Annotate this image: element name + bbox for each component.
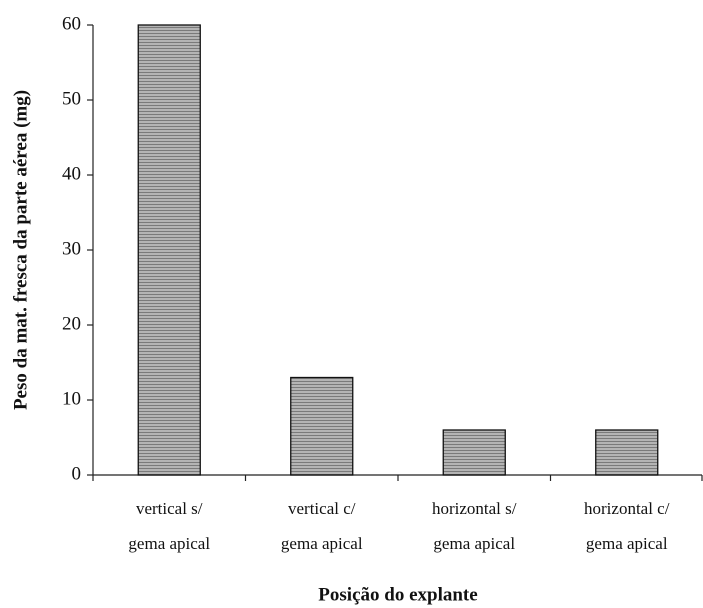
x-tick-label: vertical s/ <box>136 499 203 518</box>
x-tick-label: horizontal c/ <box>584 499 670 518</box>
x-tick-label: gema apical <box>128 534 210 553</box>
y-tick-label: 50 <box>62 88 81 109</box>
bar <box>442 429 506 476</box>
x-tick-label: gema apical <box>281 534 363 553</box>
bar <box>290 376 354 476</box>
x-axis-label: Posição do explante <box>318 584 477 605</box>
y-tick-label: 60 <box>62 13 81 34</box>
x-tick-label: gema apical <box>433 534 515 553</box>
y-tick-label: 30 <box>62 238 81 259</box>
bar <box>137 24 201 476</box>
y-tick-label: 10 <box>62 388 81 409</box>
x-tick-label: horizontal s/ <box>432 499 517 518</box>
y-tick-label: 20 <box>62 313 81 334</box>
x-tick-label: gema apical <box>586 534 668 553</box>
bar <box>595 429 659 476</box>
x-tick-label: vertical c/ <box>288 499 356 518</box>
y-tick-label: 40 <box>62 163 81 184</box>
y-axis-label: Peso da mat. fresca da parte aérea (mg) <box>10 90 31 410</box>
y-tick-label: 0 <box>72 463 82 484</box>
